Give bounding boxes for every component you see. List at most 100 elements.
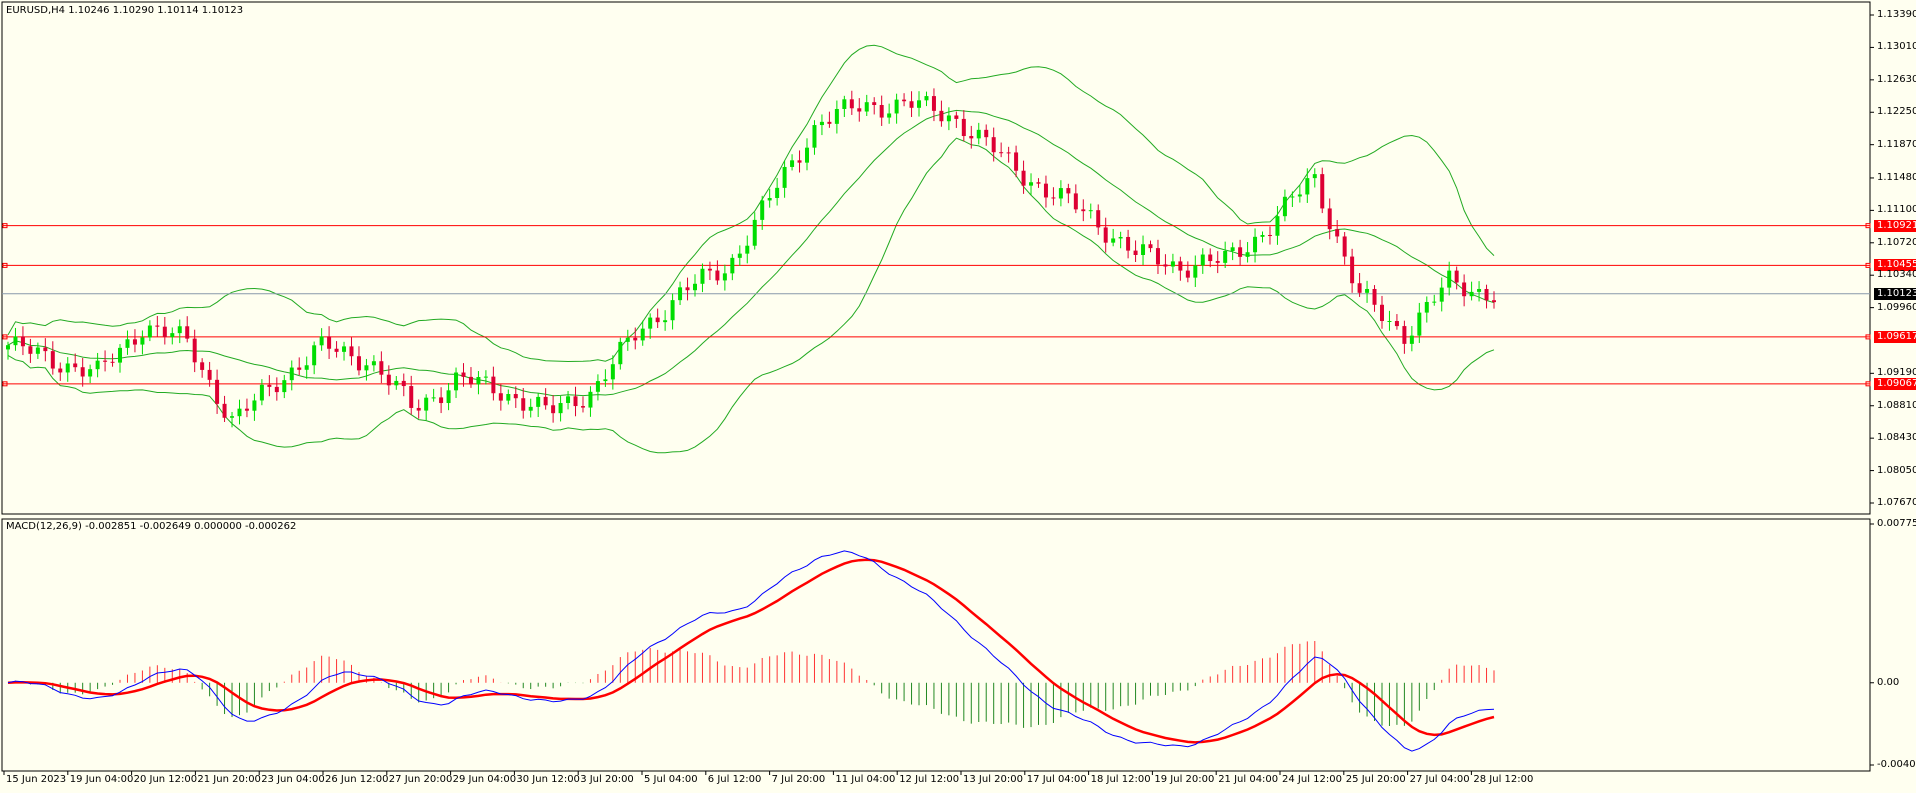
candle-body [110,361,115,363]
candle-body [252,400,257,411]
time-tick-label: 21 Jun 20:00 [197,774,261,785]
candle-body [1081,209,1086,212]
candle-body [879,104,884,118]
candle-body [1223,250,1228,263]
candle-body [1155,248,1160,265]
price-tick-label: 1.11100 [1877,204,1916,216]
candle-body [834,108,839,124]
candle-body [969,136,974,139]
candle-body [610,364,615,380]
time-tick-label: 30 Jun 12:00 [516,774,580,785]
candle-body [431,397,436,399]
candle-body [244,408,249,411]
candle-body [1103,227,1108,243]
candle-body [267,384,272,387]
time-tick-label: 27 Jul 04:00 [1409,774,1470,785]
candle-body [103,360,108,362]
candle-body [259,384,264,401]
time-tick-label: 18 Jul 12:00 [1090,774,1151,785]
candle-body [1409,335,1414,344]
candle-body [1379,304,1384,321]
time-tick-label: 6 Jul 12:00 [707,774,762,785]
candle-body [1477,288,1482,292]
candle-body [760,200,765,220]
price-tick-label: 1.08050 [1877,464,1916,476]
macd-tick-label: -0.004017 [1877,759,1916,770]
candle-body [670,300,675,321]
candle-body [394,380,399,386]
candle-body [1275,216,1280,236]
candle-body [185,326,190,339]
macd-indicator [7,550,1495,752]
macd-pane[interactable] [1,518,1871,772]
symbol-header: EURUSD,H4 1.10246 1.10290 1.10114 1.1012… [6,5,244,16]
candle-body [588,391,593,408]
candle-body [999,152,1004,154]
candle-body [872,102,877,105]
candle-body [1058,188,1063,199]
candle-body [954,115,959,119]
time-tick-label: 5 Jul 04:00 [644,774,698,785]
candle-body [939,110,944,122]
candle-body [1424,301,1429,313]
candle-body [1469,291,1474,297]
candle-body [1178,261,1183,271]
price-tick-label: 1.07670 [1877,497,1916,508]
macd-tick-label: 0.00 [1877,676,1900,688]
candle-body [215,379,220,404]
candle-body [35,347,40,354]
price-tick-label: 1.12250 [1877,106,1916,118]
candle-body [1387,320,1392,322]
candle-body [192,338,197,363]
candle-body [775,187,780,199]
horizontal-levels [2,223,1871,387]
candle-body [528,406,533,411]
candle-body [1447,270,1452,288]
candle-body [984,129,989,138]
price-tick-label: 1.11480 [1877,171,1916,183]
candle-body [961,118,966,137]
candle-body [1439,287,1444,302]
time-tick-label: 21 Jul 04:00 [1218,774,1279,785]
time-tick-label: 19 Jun 04:00 [69,774,134,785]
current-price-tag: 1.10123 [1874,287,1916,300]
candle-body [297,367,302,370]
level-handle-right [1865,381,1871,387]
candle-body [827,121,832,124]
candle-body [790,160,795,167]
time-tick-label: 13 Jul 20:00 [963,774,1023,785]
candle-body [692,283,697,291]
candle-body [633,337,638,341]
candle-body [1267,235,1272,237]
candle-body [603,379,608,382]
price-tick-label: 1.10720 [1877,236,1916,248]
candle-body [379,361,384,375]
candle-body [573,396,578,407]
candle-body [237,408,242,417]
candle-body [424,397,429,411]
candle-body [6,345,10,350]
candle-body [1036,182,1041,184]
level-price-tag: 1.10921 [1874,219,1916,232]
candle-body [1215,261,1220,263]
level-handle-left [2,334,8,340]
candle-body [1462,282,1467,297]
candles [6,88,1496,428]
candle-body [521,398,526,411]
candle-body [1282,196,1287,217]
candle-body [655,317,660,323]
candle-body [132,339,137,345]
time-tick-label: 19 Jul 20:00 [1154,774,1215,785]
level-price-tag: 1.10455 [1874,259,1916,272]
candle-body [1133,250,1138,255]
main-pane[interactable] [1,1,1871,515]
candle-body [1230,247,1235,251]
price-tick-label: 1.09960 [1877,301,1916,313]
candle-body [498,393,503,401]
candle-body [1163,264,1168,267]
candle-body [551,405,556,414]
candle-body [707,268,712,271]
candle-body [715,270,720,281]
candle-body [849,99,854,109]
